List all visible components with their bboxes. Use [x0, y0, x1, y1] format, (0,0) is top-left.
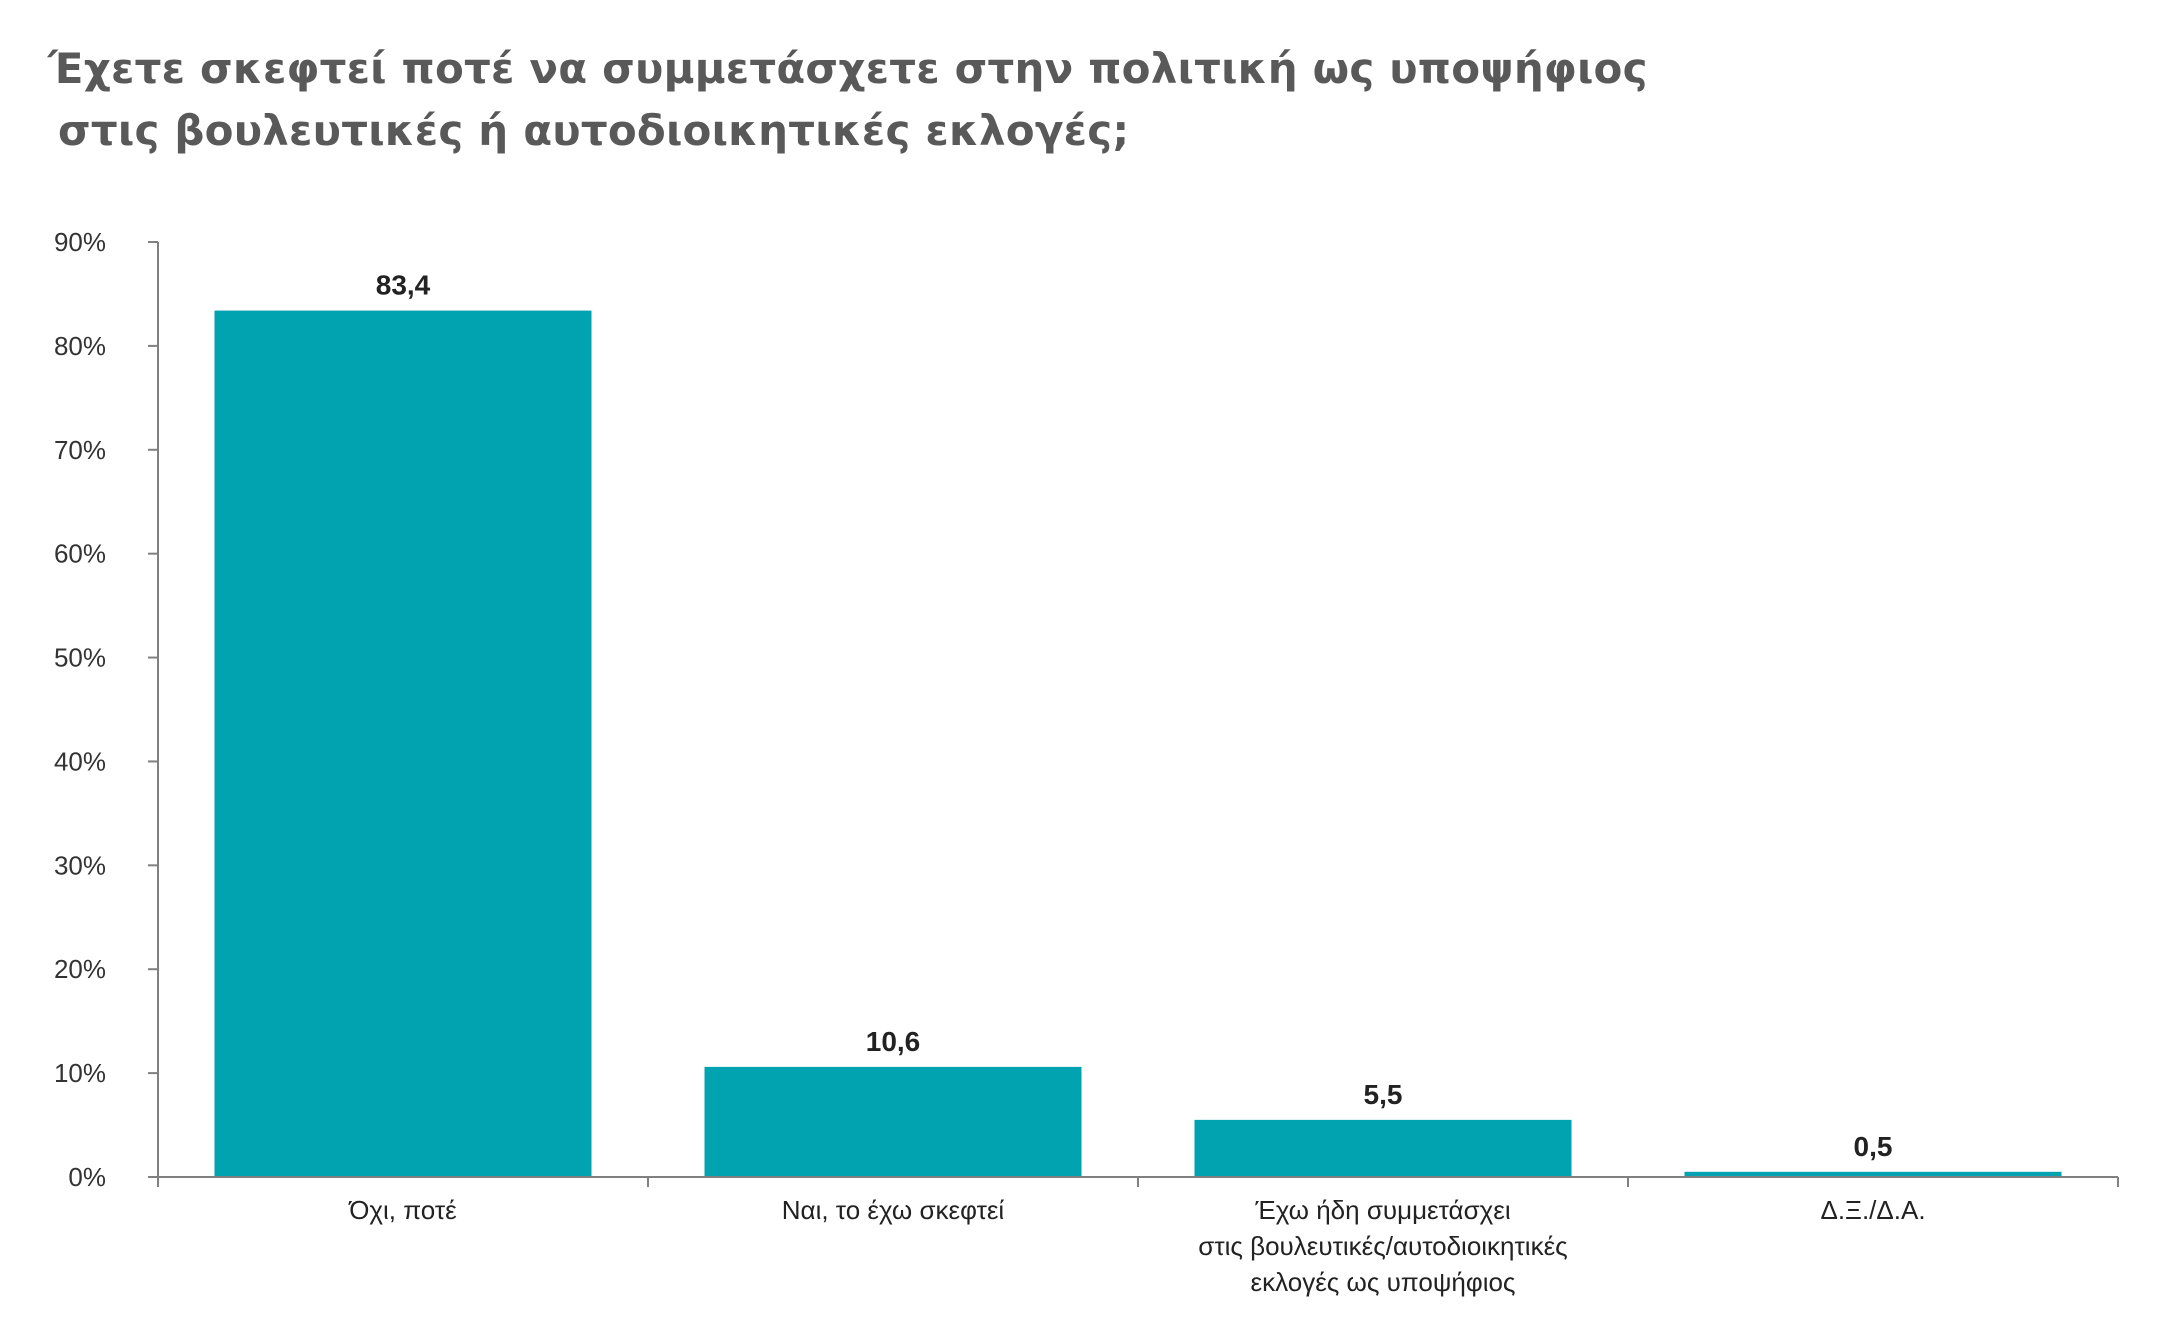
y-tick-label: 50% [54, 643, 106, 673]
category-label: Έχω ήδη συμμετάσχει [1254, 1195, 1511, 1225]
chart-title-line-2: στις βουλευτικές ή αυτοδιοικητικές εκλογ… [58, 106, 1130, 155]
bar [214, 310, 592, 1177]
bar [704, 1066, 1082, 1176]
chart-labels: 0% 10% 20% 30% 40% 50% 60% 70% 80% 90% 83,4 Όχι, πο… [54, 227, 1926, 1297]
category-label: Ναι, το έχω σκεφτεί [782, 1195, 1005, 1225]
chart-title: Έχετε σκεφτεί ποτέ να συμμετάσχετε στην … [48, 38, 1698, 162]
data-label: 5,5 [1364, 1079, 1403, 1110]
data-label: 83,4 [376, 270, 431, 301]
bar [1194, 1119, 1572, 1176]
data-label: 0,5 [1854, 1131, 1893, 1162]
chart-title-line-1: Έχετε σκεφτεί ποτέ να συμμετάσχετε στην … [48, 44, 1648, 93]
category-label: Δ.Ξ./Δ.Α. [1820, 1195, 1925, 1225]
chart-bars [214, 310, 2062, 1177]
bar [1684, 1171, 2062, 1176]
y-tick-label: 0% [68, 1162, 106, 1192]
y-tick-label: 40% [54, 746, 106, 776]
category-label: στις βουλευτικές/αυτοδιοικητικές [1198, 1231, 1567, 1261]
y-tick-label: 70% [54, 435, 106, 465]
chart-axes [148, 241, 2119, 1187]
y-tick-label: 20% [54, 954, 106, 984]
y-tick-label: 10% [54, 1058, 106, 1088]
data-label: 10,6 [866, 1026, 921, 1057]
y-tick-label: 90% [54, 227, 106, 257]
y-tick-label: 30% [54, 850, 106, 880]
category-label: εκλογές ως υποψήφιος [1251, 1267, 1516, 1297]
y-tick-label: 80% [54, 331, 106, 361]
y-tick-label: 60% [54, 539, 106, 569]
category-label: Όχι, ποτέ [348, 1195, 457, 1225]
